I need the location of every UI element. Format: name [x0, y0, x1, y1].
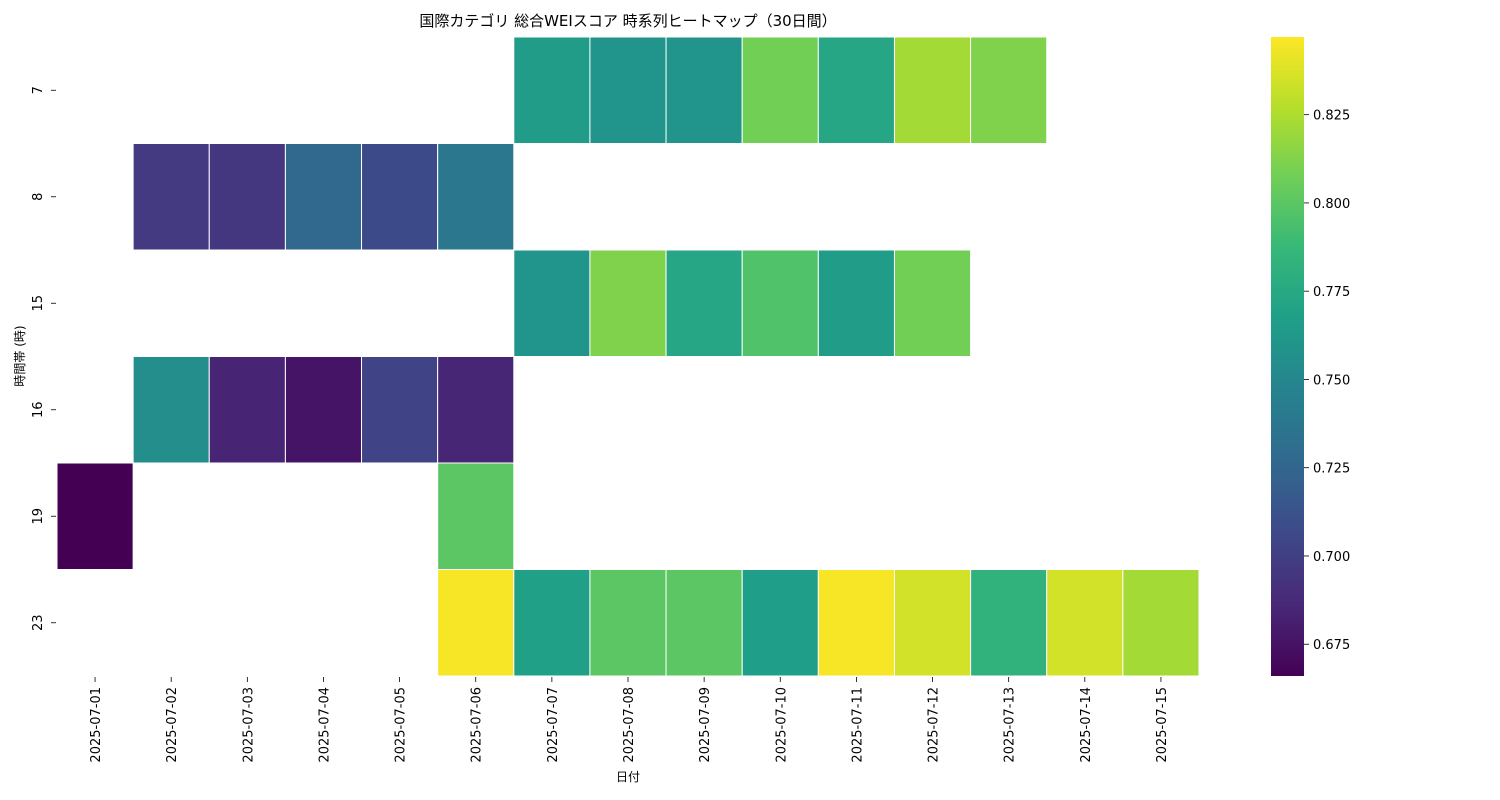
x-tick-label: 2025-07-04	[317, 687, 332, 763]
x-tick-label: 2025-07-13	[1003, 687, 1018, 763]
heatmap-cell	[665, 249, 743, 357]
heatmap-cell	[893, 249, 972, 357]
colorbar-tick-label: 0.675	[1313, 638, 1350, 653]
x-tick-label: 2025-07-15	[1155, 687, 1170, 763]
heatmap-cell	[361, 356, 439, 464]
x-tick-label: 2025-07-07	[546, 687, 561, 763]
heatmap-cell	[589, 249, 667, 357]
colorbar-tick-label: 0.775	[1313, 285, 1350, 300]
heatmap-cell	[1046, 569, 1124, 677]
chart-title: 国際カテゴリ 総合WEIスコア 時系列ヒートマップ（30日間）	[419, 12, 836, 30]
heatmap-cell	[437, 143, 515, 251]
heatmap-cells	[56, 36, 1200, 677]
heatmap-cell	[741, 569, 819, 677]
heatmap-cell	[589, 569, 667, 677]
heatmap-cell	[1122, 569, 1200, 677]
colorbar-tick-label: 0.800	[1313, 197, 1350, 212]
heatmap-cell	[132, 143, 210, 251]
heatmap-cell	[665, 569, 743, 677]
x-tick-label: 2025-07-11	[850, 687, 865, 763]
heatmap-cell	[665, 36, 743, 144]
heatmap-cell	[817, 569, 895, 677]
x-axis-label: 日付	[616, 770, 640, 784]
y-tick-label: 15	[31, 295, 46, 312]
y-axis-label: 時間帯 (時)	[13, 325, 27, 386]
x-tick-label: 2025-07-08	[622, 687, 637, 763]
x-tick-label: 2025-07-06	[470, 687, 485, 763]
y-tick-label: 23	[31, 614, 46, 631]
colorbar-tick-label: 0.700	[1313, 550, 1350, 565]
x-tick-label: 2025-07-09	[698, 687, 713, 763]
heatmap-cell	[284, 143, 363, 251]
heatmap-cell	[361, 143, 439, 251]
heatmap-cell	[741, 249, 819, 357]
heatmap-cell	[893, 36, 972, 144]
x-tick-label: 2025-07-02	[165, 687, 180, 763]
heatmap-cell	[132, 356, 210, 464]
colorbar-tick-label: 0.750	[1313, 373, 1350, 388]
y-tick-label: 16	[31, 401, 46, 418]
heatmap-cell	[208, 143, 286, 251]
heatmap-cell	[56, 462, 134, 570]
x-tick-label: 2025-07-14	[1079, 687, 1094, 763]
y-axis-ticks: 7 8 15 16 19 23	[31, 86, 56, 631]
heatmap-cell	[437, 356, 515, 464]
colorbar-tick-label: 0.725	[1313, 462, 1350, 477]
colorbar-tick-label: 0.825	[1313, 109, 1350, 124]
y-tick-label: 8	[31, 193, 46, 201]
heatmap-cell	[513, 569, 591, 677]
x-tick-label: 2025-07-10	[774, 687, 789, 763]
heatmap-cell	[893, 569, 972, 677]
heatmap-cell	[970, 36, 1048, 144]
colorbar-ticks: 0.675 0.700 0.725 0.750 0.775 0.800 0.825	[1304, 109, 1350, 653]
y-tick-label: 7	[31, 86, 46, 94]
heatmap-cell	[513, 249, 591, 357]
heatmap-cell	[437, 462, 515, 570]
heatmap-cell	[817, 249, 895, 357]
x-tick-label: 2025-07-01	[89, 687, 104, 763]
y-tick-label: 19	[31, 508, 46, 525]
heatmap-cell	[513, 36, 591, 144]
heatmap-cell	[208, 356, 286, 464]
heatmap-cell	[970, 569, 1048, 677]
x-tick-label: 2025-07-03	[241, 687, 256, 763]
heatmap-cell	[589, 36, 667, 144]
heatmap-cell	[437, 569, 515, 677]
colorbar	[1271, 37, 1304, 676]
x-tick-label: 2025-07-05	[394, 687, 409, 763]
heatmap-cell	[817, 36, 895, 144]
x-tick-label: 2025-07-12	[927, 687, 942, 763]
heatmap-cell	[284, 356, 363, 464]
x-axis-ticks: 2025-07-01 2025-07-02 2025-07-03 2025-07-04…	[89, 677, 1170, 763]
heatmap-cell	[741, 36, 819, 144]
